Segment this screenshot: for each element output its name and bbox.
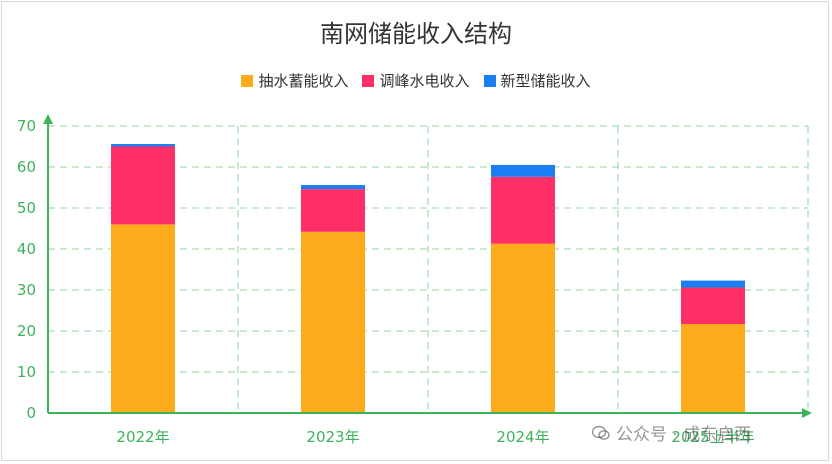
watermark: 公众号 · 成东启西: [592, 420, 751, 445]
y-tick-label: 20: [17, 322, 36, 340]
y-tick-label: 70: [17, 117, 36, 135]
x-tick-label: 2022年: [116, 428, 169, 446]
y-tick-label: 0: [26, 404, 36, 422]
legend-label: 新型储能收入: [500, 72, 591, 90]
bar-segment[interactable]: [491, 164, 555, 177]
y-tick-label: 50: [17, 199, 36, 217]
bar-segment[interactable]: [111, 144, 175, 147]
x-tick-label: 2023年: [306, 428, 359, 446]
legend-item-pumped-storage[interactable]: 抽水蓄能收入: [241, 70, 348, 91]
bar-segment[interactable]: [301, 185, 365, 190]
y-tick-label: 30: [17, 281, 36, 299]
y-tick-label: 40: [17, 240, 36, 258]
bar-segment[interactable]: [491, 176, 555, 244]
legend-swatch: [241, 74, 254, 87]
bar-segment[interactable]: [111, 224, 175, 413]
legend-swatch: [362, 74, 375, 87]
y-tick-label: 60: [17, 158, 36, 176]
watermark-text: 公众号 · 成东启西: [616, 425, 752, 445]
bar-segment[interactable]: [301, 189, 365, 232]
x-tick-label: 2024年: [496, 428, 549, 446]
bar-segment[interactable]: [491, 243, 555, 413]
x-tick-label: 2025上半年: [671, 428, 754, 446]
bar-segment[interactable]: [681, 324, 745, 413]
y-axis-arrow: [43, 114, 53, 124]
legend-swatch: [483, 74, 496, 87]
bar-segment[interactable]: [111, 146, 175, 225]
legend-item-peak-hydro[interactable]: 调峰水电收入: [362, 70, 470, 91]
x-axis-arrow: [802, 408, 812, 418]
bar-segment[interactable]: [681, 287, 745, 325]
chart-title: 南网储能收入结构: [320, 20, 512, 48]
wechat-icon: [592, 425, 610, 440]
y-tick-label: 10: [17, 363, 36, 381]
chart-legend: 抽水蓄能收入 调峰水电收入 新型储能收入: [0, 70, 832, 91]
bar-segment[interactable]: [301, 231, 365, 413]
legend-label: 调峰水电收入: [379, 72, 470, 90]
legend-label: 抽水蓄能收入: [258, 72, 349, 90]
bar-segment[interactable]: [681, 280, 745, 288]
legend-item-new-storage[interactable]: 新型储能收入: [483, 70, 591, 91]
